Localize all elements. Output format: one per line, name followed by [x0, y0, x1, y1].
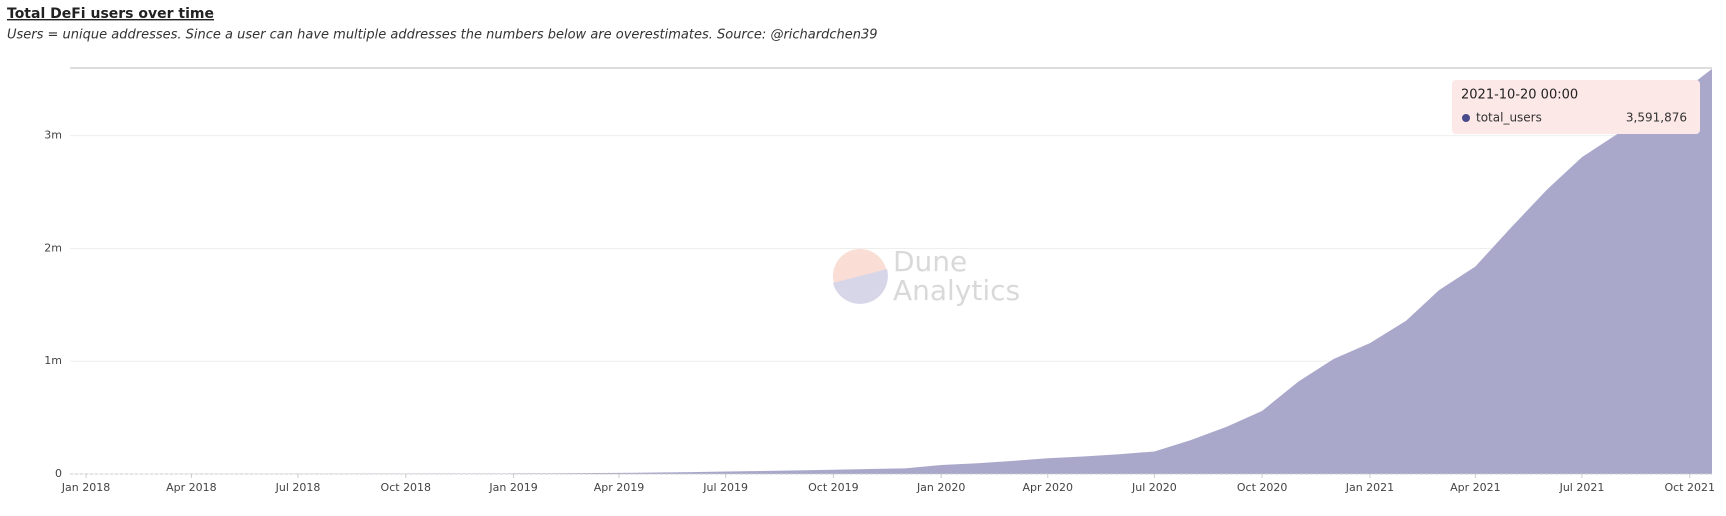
y-tick-label: 1m: [44, 354, 62, 367]
tooltip: 2021-10-20 00:00 total_users 3,591,876: [1452, 80, 1700, 134]
y-tick-label: 2m: [44, 241, 62, 254]
x-tick-label: Jul 2018: [275, 481, 321, 494]
chart-title: Total DeFi users over time: [7, 6, 214, 22]
watermark-text: Dune: [893, 245, 967, 278]
x-tick-label: Oct 2021: [1664, 481, 1715, 494]
x-tick-label: Jan 2021: [1345, 481, 1394, 494]
tooltip-box: [1452, 80, 1700, 134]
watermark-text: Analytics: [893, 274, 1020, 307]
watermark-logo-part: [833, 269, 888, 304]
area: [86, 68, 1712, 475]
chart-subtitle: Users = unique addresses. Since a user c…: [7, 28, 878, 43]
x-tick-label: Jul 2020: [1131, 481, 1177, 494]
tooltip-value: 3,591,876: [1626, 111, 1687, 125]
x-tick-label: Apr 2018: [166, 481, 217, 494]
x-tick-label: Jan 2019: [488, 481, 537, 494]
y-tick-label: 3m: [44, 129, 62, 142]
x-tick-label: Jan 2018: [61, 481, 110, 494]
x-tick-label: Apr 2019: [594, 481, 645, 494]
x-tick-label: Jul 2021: [1559, 481, 1605, 494]
tooltip-series: total_users: [1476, 111, 1542, 125]
x-tick-label: Oct 2018: [381, 481, 432, 494]
x-tick-label: Jan 2020: [916, 481, 965, 494]
y-tick-label: 0: [55, 467, 62, 480]
x-tick-label: Jul 2019: [702, 481, 748, 494]
x-tick-label: Apr 2020: [1023, 481, 1074, 494]
x-tick-label: Oct 2020: [1237, 481, 1288, 494]
tooltip-date: 2021-10-20 00:00: [1461, 88, 1578, 103]
tooltip-marker: [1462, 114, 1470, 122]
x-tick-label: Oct 2019: [808, 481, 859, 494]
x-tick-label: Apr 2021: [1450, 481, 1501, 494]
watermark: Dune Analytics: [833, 245, 1020, 307]
